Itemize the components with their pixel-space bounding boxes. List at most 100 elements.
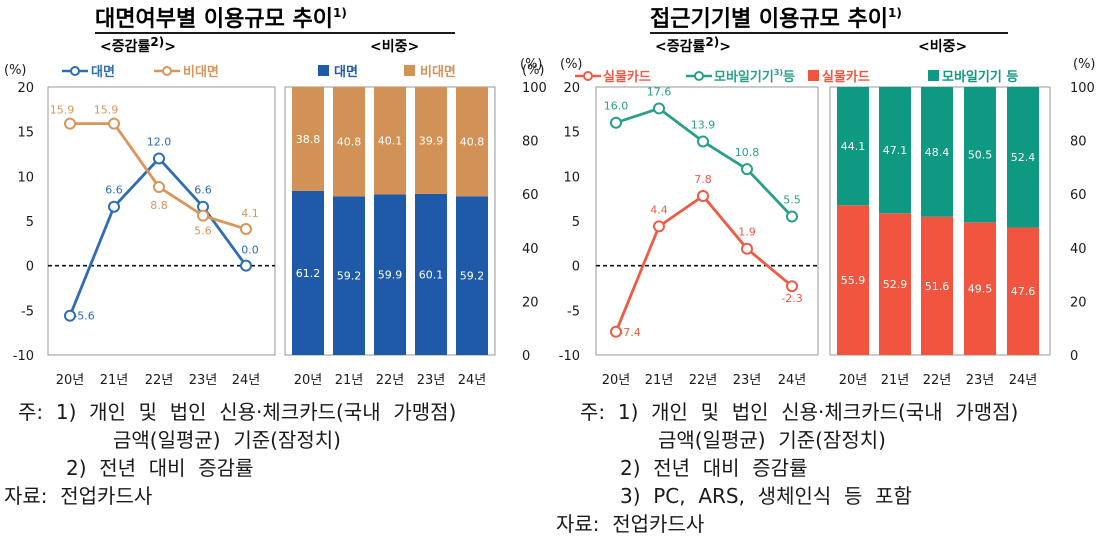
left-growth-xtick-label: 20년 <box>56 373 85 388</box>
left-growth-series-0-data-label: 6.6 <box>105 184 123 197</box>
right-share-ytick-label: 0 <box>1070 349 1078 364</box>
left-note-2: 2) 전년 대비 증감률 <box>66 456 254 480</box>
left-growth-xtick-label: 24년 <box>232 373 261 388</box>
left-growth-series-0-point <box>240 259 252 272</box>
right-growth-series-0-point <box>741 242 753 255</box>
right-growth-series-1-data-label: 5.5 <box>783 194 801 207</box>
right-share-header: <비중> <box>918 39 967 55</box>
right-share-ytick-label: 20 <box>1070 295 1087 310</box>
right-share-bar-label-0: 52.9 <box>883 278 908 291</box>
right-share-bar-segment-0 <box>837 205 869 355</box>
left-share-bar-label-0: 60.1 <box>419 268 444 281</box>
left-share-ytick-label: 100 <box>522 81 547 96</box>
right-growth-series-1-point <box>697 135 709 148</box>
right-growth-ytick-label: 15 <box>563 126 580 141</box>
left-share-s0-legend-swatch <box>318 65 329 76</box>
left-title: 대면여부별 이용규모 추이1) <box>95 6 347 32</box>
right-growth-series-1-data-label: 17.6 <box>647 85 672 98</box>
right-growth-series-1-point <box>653 102 665 115</box>
right-share-bar-segment-1 <box>1007 87 1039 228</box>
left-note-1b: 금액(일평균) 기준(잠정치) <box>113 428 341 452</box>
left-share-bar-label-1: 40.8 <box>460 136 485 149</box>
right-share-legend-label-0: 실물카드 <box>822 69 870 85</box>
left-share-bar-segment-1 <box>415 87 447 194</box>
left-share-ytick-label: 60 <box>522 188 539 203</box>
left-growth-ytick-label: -10 <box>13 349 34 364</box>
right-share-bar-segment-1 <box>879 87 911 214</box>
left-unit-label: (%) <box>4 63 27 78</box>
right-share-bar-label-1: 50.5 <box>968 149 993 162</box>
charts-group: -10 -5 0 5 10 15 20 20년 21년 22년 23년 24년 -5.6 6.6 12.0 6… <box>13 57 1095 388</box>
right-share-bar-label-1: 44.1 <box>841 140 866 153</box>
right-share-bar-segment-1 <box>837 87 869 206</box>
right-growth-series-0-data-label: 1.9 <box>738 226 756 239</box>
right-growth-series-0-point <box>610 325 622 338</box>
right-share-bar-label-0: 47.6 <box>1011 285 1036 298</box>
left-growth-series-0-point <box>108 200 120 213</box>
left-growth-series-1-point <box>108 117 120 130</box>
right-growth-xtick-label: 21년 <box>645 373 674 388</box>
left-growth-s1-legend-marker <box>162 66 172 76</box>
right-share-legend-label-1: 모바일기기 등 <box>942 69 1018 85</box>
left-growth-s0-legend-marker <box>70 66 80 76</box>
right-share-bar-segment-1 <box>964 87 996 223</box>
left-growth-xtick-label: 21년 <box>100 373 129 388</box>
right-growth-ytick-label: 10 <box>563 170 580 185</box>
left-share-ytick-label: 0 <box>522 349 530 364</box>
right-share-bar-segment-0 <box>921 216 953 355</box>
right-growth-ytick-label: 5 <box>572 215 580 230</box>
right-growth-series-1-data-label: 10.8 <box>735 146 760 159</box>
right-growth-s0-legend-marker <box>583 71 593 81</box>
left-growth-ytick-label: 20 <box>17 81 34 96</box>
left-share-bar-segment-0 <box>374 194 406 355</box>
left-share-ytick-label: 20 <box>522 295 539 310</box>
right-growth-series-1-data-label: 16.0 <box>604 100 629 113</box>
left-share-legend-label-1: 비대면 <box>420 64 456 80</box>
left-notes: 주: 1) 개인 및 법인 신용·체크카드(국내 가맹점) 금액(일평균) 기준(… <box>4 398 456 510</box>
right-share-ytick-label: 80 <box>1070 135 1087 150</box>
right-growth-series-1-data-label: 13.9 <box>691 118 716 131</box>
right-share-ytick-label: 40 <box>1070 242 1087 257</box>
right-growth-ytick-label: 20 <box>563 81 580 96</box>
left-share-xtick-label: 21년 <box>335 373 364 388</box>
left-growth-series-0-data-label: 6.6 <box>194 184 212 197</box>
left-share-bar-segment-0 <box>333 196 365 355</box>
right-note-1: 주: 1) 개인 및 법인 신용·체크카드(국내 가맹점) <box>580 400 1019 424</box>
left-growth-legend-label-0: 대면 <box>91 64 115 80</box>
right-growth-s1-legend-marker <box>694 71 704 81</box>
left-growth-xtick-label: 23년 <box>189 373 218 388</box>
right-growth-legend-label-0: 실물카드 <box>603 69 651 85</box>
left-share-bar-label-0: 59.9 <box>378 269 403 282</box>
left-growth-series-0-data-label: 0.0 <box>241 244 259 257</box>
left-share-bar-segment-1 <box>456 87 488 197</box>
left-share-ytick-label: 80 <box>522 135 539 150</box>
right-share-xtick-label: 20년 <box>839 373 868 388</box>
left-growth-legend-label-1: 비대면 <box>183 64 219 80</box>
left-share-bar-label-0: 59.2 <box>337 270 362 283</box>
right-source: 자료: 전업카드사 <box>556 512 705 536</box>
left-growth-series-1-data-label: 5.6 <box>194 225 212 238</box>
right-share-xtick-label: 24년 <box>1009 373 1038 388</box>
right-share-bar-segment-0 <box>964 222 996 355</box>
right-share-unit-label: (%) <box>1073 57 1096 72</box>
left-growth-series-0-point <box>153 152 165 165</box>
right-growth-xtick-label: 23년 <box>733 373 762 388</box>
right-growth-plot-frame <box>595 86 819 356</box>
right-share-xtick-label: 21년 <box>881 373 910 388</box>
right-share-s0-legend-swatch <box>808 70 819 81</box>
right-growth-series-0-data-label: -7.4 <box>619 326 640 339</box>
left-growth-xtick-label: 22년 <box>145 373 174 388</box>
left-share-bar-segment-0 <box>456 196 488 355</box>
left-growth-series-0-point <box>64 309 76 322</box>
left-share-ytick-label: 40 <box>522 242 539 257</box>
right-note-1b: 금액(일평균) 기준(잠정치) <box>658 428 886 452</box>
right-growth-series-1-point <box>610 116 622 129</box>
right-growth-legend-label-1: 모바일기기3)등 <box>714 68 795 85</box>
right-growth-series-line-0 <box>614 194 793 333</box>
left-share-bar-label-0: 59.2 <box>460 270 485 283</box>
left-growth-series-1-data-label: 15.9 <box>94 104 119 117</box>
left-growth-ytick-label: 15 <box>17 126 34 141</box>
right-share-bar-label-0: 55.9 <box>841 274 866 287</box>
left-share-bar-label-0: 61.2 <box>296 267 321 280</box>
